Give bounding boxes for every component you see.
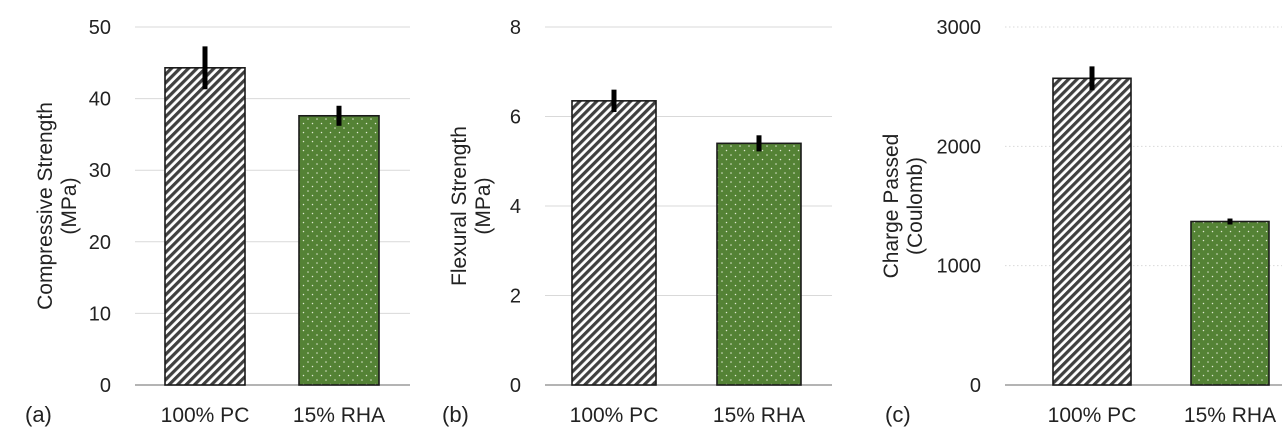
y-tick-label: 8 [510, 17, 521, 39]
y-axis-title-line: Compressive Strength [34, 102, 57, 310]
y-tick-label: 0 [510, 375, 521, 397]
y-tick-label: 40 [89, 89, 111, 111]
x-category-label: 15% RHA [1184, 404, 1276, 427]
y-axis-title-line: (MPa) [472, 177, 495, 234]
y-tick-label: 3000 [937, 17, 982, 39]
y-tick-label: 10 [89, 303, 111, 325]
bar-pc [1052, 77, 1132, 386]
bar-rha [1190, 220, 1270, 386]
y-tick-label: 6 [510, 107, 521, 129]
y-axis-title: Flexural Strength(MPa) [448, 126, 495, 286]
x-category-label: 100% PC [1048, 404, 1137, 427]
bar-rha [298, 114, 380, 386]
y-tick-label: 4 [510, 196, 521, 218]
panel-label: (b) [442, 402, 469, 427]
y-tick-label: 50 [89, 17, 111, 39]
chart-panel-3: 0 1000 2000 3000 100% PC 15% RHA Charge Passed… [880, 17, 1282, 427]
x-category-label: 100% PC [570, 404, 659, 427]
y-axis-title: Charge Passed(Coulomb) [880, 134, 927, 279]
chart-panel-1: 0 10 20 30 40 50 100% PC 15% RHA Compressive Str… [25, 17, 410, 427]
x-category-label: 100% PC [161, 404, 250, 427]
x-category-label: 15% RHA [293, 404, 385, 427]
panel-label: (c) [885, 402, 911, 427]
y-tick-label: 2 [510, 286, 521, 308]
y-tick-label: 20 [89, 232, 111, 254]
chart-panel-2: 0 2 4 6 8 100% PC 15% RHA Flexural Strength(MPa… [442, 17, 832, 427]
y-axis-title-line: (Coulomb) [904, 157, 927, 255]
bar-pc [164, 67, 246, 386]
y-axis-title-line: Charge Passed [880, 134, 903, 279]
bar-pc [571, 100, 657, 386]
y-tick-label: 0 [970, 375, 981, 397]
y-axis-title: Compressive Strength(MPa) [34, 102, 81, 310]
bar-rha [716, 142, 802, 386]
x-category-label: 15% RHA [713, 404, 805, 427]
y-tick-label: 0 [100, 375, 111, 397]
panel-label: (a) [25, 402, 52, 427]
y-axis-title-line: Flexural Strength [448, 126, 471, 286]
y-tick-label: 1000 [937, 256, 982, 278]
y-tick-label: 30 [89, 160, 111, 182]
y-axis-title-line: (MPa) [58, 177, 81, 234]
y-tick-label: 2000 [937, 136, 982, 158]
